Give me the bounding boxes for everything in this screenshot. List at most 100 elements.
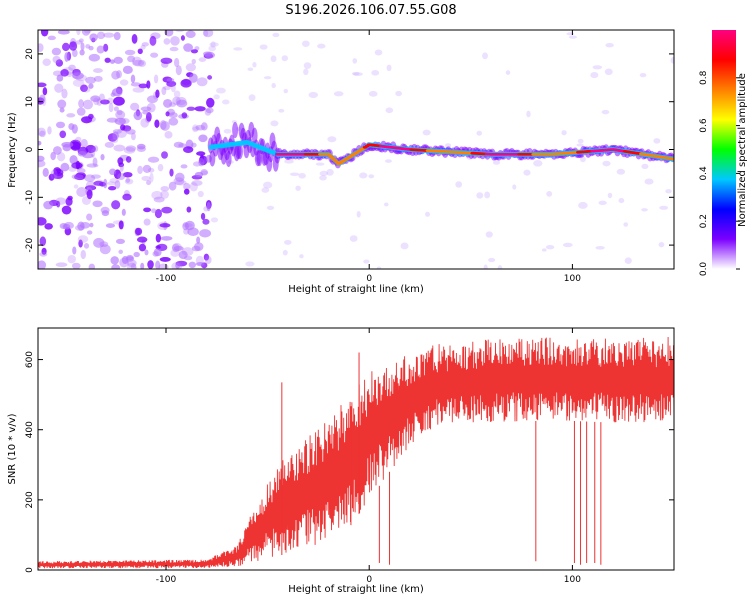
noise-blob xyxy=(140,106,152,112)
noise-blob xyxy=(160,185,170,192)
snr-frame xyxy=(37,327,675,571)
faint-blob xyxy=(578,201,588,209)
noise-blob xyxy=(150,52,159,58)
faint-blob xyxy=(512,184,517,190)
noise-blob xyxy=(122,65,133,74)
noise-blob xyxy=(96,31,106,40)
noise-blob xyxy=(160,57,173,64)
noise-blob xyxy=(113,96,125,106)
noise-blob xyxy=(84,174,96,182)
noise-blob xyxy=(57,99,67,109)
noise-blob xyxy=(173,177,185,185)
noise-blob xyxy=(170,36,180,46)
noise-blob xyxy=(89,33,98,42)
noise-blob xyxy=(185,30,196,38)
noise-blob xyxy=(176,99,188,108)
track-halo xyxy=(256,150,263,167)
noise-blob xyxy=(55,121,66,129)
noise-blob xyxy=(90,174,101,179)
noise-blob xyxy=(88,53,100,62)
noise-blob xyxy=(200,212,206,221)
faint-blob xyxy=(641,163,649,169)
noise-blob xyxy=(75,160,81,170)
noise-blob xyxy=(145,111,152,122)
noise-blob xyxy=(174,172,185,182)
noise-blob xyxy=(123,147,136,154)
noise-blob xyxy=(69,41,78,51)
faint-blob xyxy=(209,42,219,47)
noise-blob xyxy=(104,57,111,63)
noise-blob xyxy=(132,56,142,66)
noise-blob xyxy=(196,77,208,87)
noise-blob xyxy=(79,49,85,56)
faint-blob xyxy=(247,67,254,72)
noise-blob xyxy=(163,85,171,91)
faint-blob xyxy=(526,110,531,118)
noise-blob xyxy=(124,49,136,56)
noise-blob xyxy=(141,175,151,182)
noise-blob xyxy=(171,243,180,253)
noise-blob xyxy=(66,113,76,118)
noise-blob xyxy=(115,110,126,119)
noise-blob xyxy=(155,233,161,243)
faint-blob xyxy=(208,45,217,52)
noise-blob xyxy=(178,250,188,260)
noise-blob xyxy=(111,70,120,80)
noise-blob xyxy=(155,245,161,250)
faint-blob xyxy=(505,70,511,75)
faint-blob xyxy=(295,185,301,191)
noise-blob xyxy=(117,157,124,165)
noise-blob xyxy=(133,251,140,258)
noise-blob xyxy=(175,96,187,106)
faint-blob xyxy=(395,90,402,97)
noise-blob xyxy=(180,164,188,169)
noise-blob xyxy=(40,30,49,37)
noise-blob xyxy=(71,173,84,180)
noise-blob xyxy=(188,261,197,269)
snr-y-tick-label: 200 xyxy=(25,491,35,508)
faint-blob xyxy=(659,205,669,210)
noise-blob xyxy=(76,187,87,197)
noise-blob xyxy=(100,99,110,105)
noise-blob xyxy=(164,131,173,139)
snr-panel: -100 0 100 0 200 400 600 Height of straight l… xyxy=(7,327,675,595)
snr-y-tick-label: 0 xyxy=(25,567,35,573)
faint-blob xyxy=(248,94,256,101)
faint-blob xyxy=(485,231,493,238)
noise-blob xyxy=(194,242,204,252)
noise-blob xyxy=(67,195,73,201)
noise-blob xyxy=(61,205,72,215)
noise-blob xyxy=(76,107,86,116)
noise-blob xyxy=(55,262,68,267)
spectrogram-marks xyxy=(38,30,674,269)
noise-blob xyxy=(54,83,64,93)
noise-blob xyxy=(192,124,199,133)
noise-blob xyxy=(100,153,105,161)
noise-blob xyxy=(182,222,189,231)
noise-blob xyxy=(73,184,79,189)
faint-blob xyxy=(545,244,555,250)
noise-blob xyxy=(151,208,157,214)
noise-blob xyxy=(198,158,205,167)
faint-blob xyxy=(353,72,363,77)
noise-blob xyxy=(93,237,105,248)
snr-dropouts-and-spikes xyxy=(281,352,602,565)
noise-blob xyxy=(175,30,185,33)
spectrogram-x-label: Height of straight line (km) xyxy=(288,284,424,295)
noise-blob xyxy=(90,95,101,103)
noise-blob xyxy=(151,190,163,200)
faint-blob xyxy=(298,172,306,179)
noise-blob xyxy=(85,44,91,49)
faint-blob xyxy=(484,191,491,199)
noise-blob xyxy=(39,130,46,138)
faint-blob xyxy=(580,156,586,163)
noise-blob xyxy=(42,58,51,66)
noise-blob xyxy=(99,241,109,248)
faint-blob xyxy=(546,190,553,197)
faint-blob xyxy=(566,32,575,36)
noise-blob xyxy=(105,223,116,228)
noise-blob xyxy=(116,109,123,116)
colorbar-tick-label: 0.0 xyxy=(699,262,709,277)
